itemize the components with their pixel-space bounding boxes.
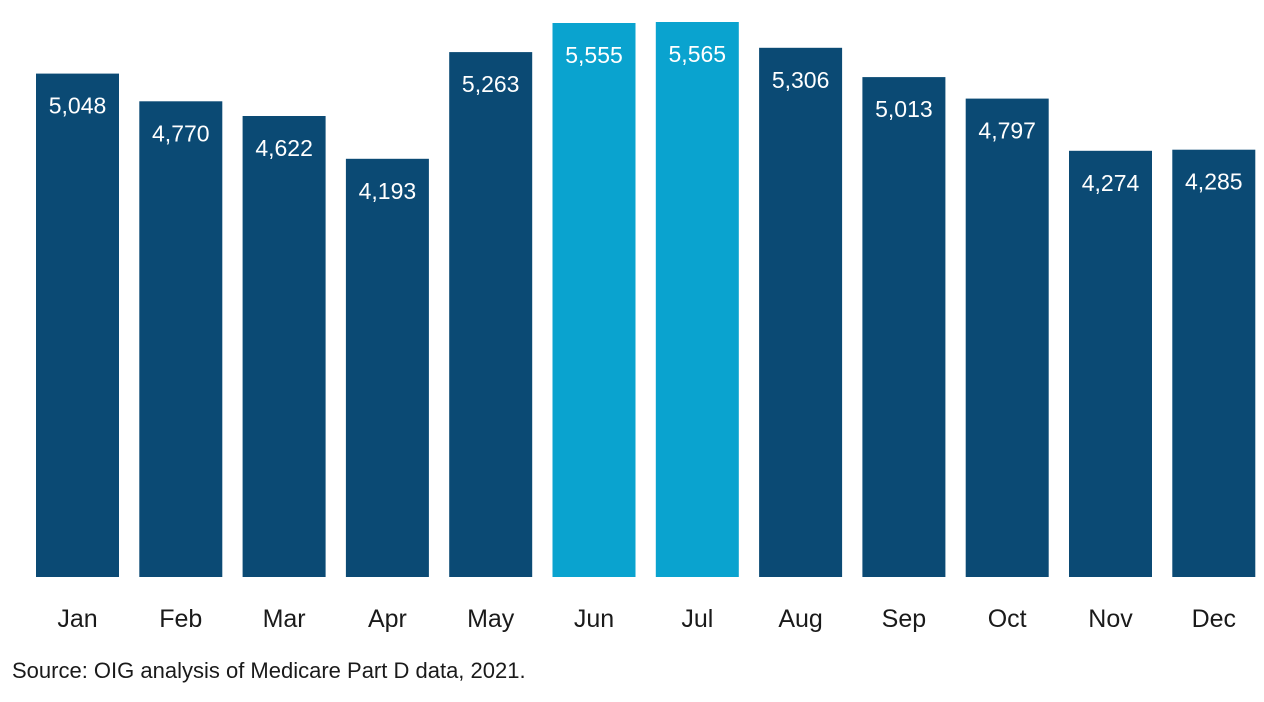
data-label-jan: 5,048	[49, 93, 107, 119]
bar-apr	[345, 158, 429, 578]
source-note: Source: OIG analysis of Medicare Part D …	[12, 658, 526, 683]
bar-jan	[36, 73, 119, 577]
x-tick-label-apr: Apr	[368, 605, 407, 633]
x-tick-label-jun: Jun	[574, 605, 614, 633]
data-label-aug: 5,306	[772, 67, 830, 93]
bar-dec	[1172, 149, 1256, 577]
x-tick-label-dec: Dec	[1192, 605, 1236, 633]
x-tick-label-mar: Mar	[263, 605, 306, 633]
bars-layer	[36, 22, 1256, 578]
bar-mar	[242, 116, 326, 577]
x-tick-label-feb: Feb	[159, 605, 202, 633]
data-label-apr: 4,193	[359, 178, 417, 204]
data-label-feb: 4,770	[152, 120, 210, 146]
bar-nov	[1069, 150, 1152, 578]
x-tick-label-aug: Aug	[778, 605, 822, 633]
data-labels-layer: 5,048 4,770 4,622 4,193 5,263 5,555 5,565 5,306…	[49, 41, 1243, 204]
bar-sep	[862, 77, 946, 577]
x-axis-tick-labels: Jan Feb Mar Apr May Jun Jul Aug Sep Oct Nov Dec	[57, 605, 1236, 633]
data-label-mar: 4,622	[255, 135, 313, 161]
data-label-jun: 5,555	[565, 42, 623, 68]
data-label-oct: 4,797	[978, 118, 1036, 144]
bar-feb	[139, 101, 223, 578]
bar-jun	[552, 23, 636, 577]
data-label-dec: 4,285	[1185, 169, 1243, 195]
data-label-jul: 5,565	[669, 41, 727, 67]
x-tick-label-nov: Nov	[1088, 605, 1133, 633]
data-label-may: 5,263	[462, 71, 520, 97]
x-tick-label-oct: Oct	[988, 605, 1027, 633]
bar-oct	[965, 98, 1049, 577]
x-tick-label-jan: Jan	[57, 605, 97, 633]
bar-jul	[655, 22, 739, 577]
data-label-sep: 5,013	[875, 96, 933, 122]
x-tick-label-jul: Jul	[681, 605, 713, 633]
x-tick-label-may: May	[467, 605, 515, 633]
x-tick-label-sep: Sep	[882, 605, 926, 633]
bar-aug	[759, 47, 843, 578]
data-label-nov: 4,274	[1082, 170, 1140, 196]
bar-may	[449, 52, 533, 578]
